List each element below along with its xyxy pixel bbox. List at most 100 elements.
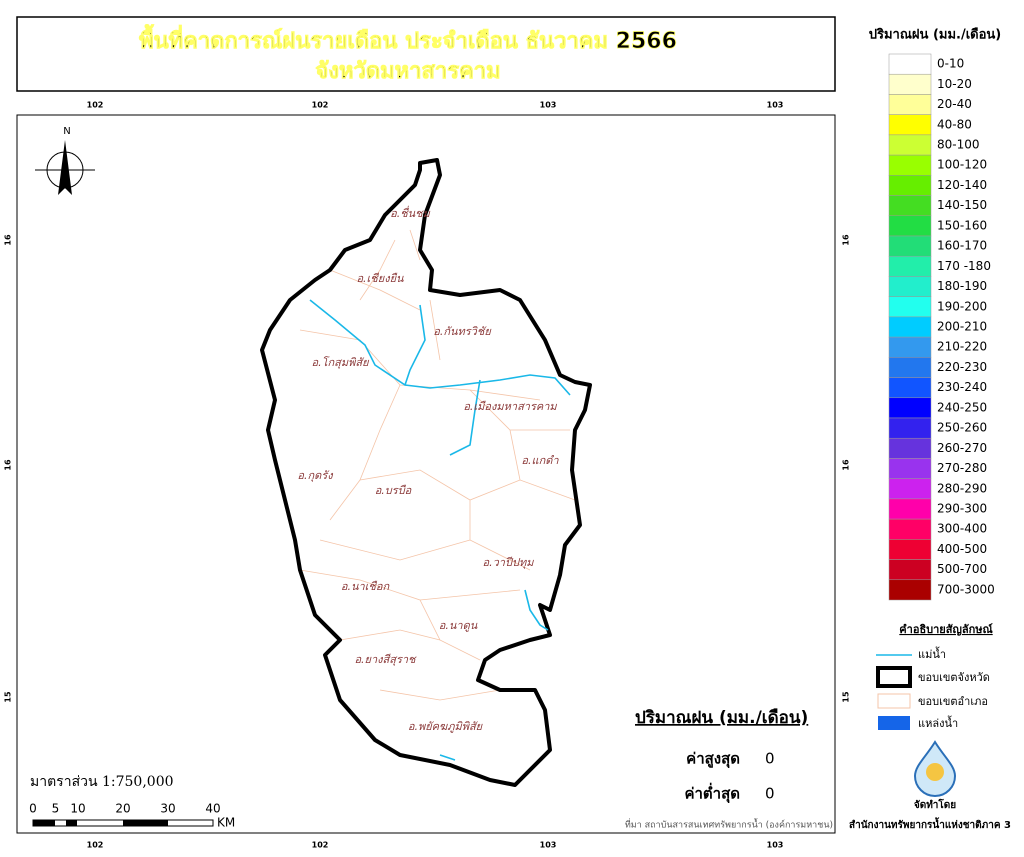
grid-label: 103: [767, 841, 784, 850]
scale-text: มาตราส่วน 1:750,000: [30, 774, 174, 790]
legend-swatch: [888, 539, 932, 560]
district-label: อ.กุดรัง: [297, 469, 334, 482]
legend-swatch: [888, 175, 932, 196]
grid-label: 16: [4, 459, 13, 471]
legend-label: 140-150: [937, 198, 987, 212]
legend-label: 700-3000: [937, 582, 995, 596]
stats-title: ปริมาณฝน (มม./เดือน): [635, 707, 808, 728]
legend-swatch: [888, 215, 932, 237]
district-label: อ.เชียงยืน: [356, 272, 404, 285]
legend-swatch: [888, 94, 932, 115]
legend-label: 190-200: [937, 299, 987, 313]
river-label: แม่น้ำ: [918, 646, 946, 661]
legend-swatch: [888, 397, 932, 419]
north-arrow: N: [35, 126, 95, 195]
grid-label: 102: [87, 841, 104, 850]
legend-swatch: [888, 114, 932, 136]
legend-label: 280-290: [937, 481, 987, 495]
symbol-legend-title: คำอธิบายสัญลักษณ์: [899, 623, 993, 636]
legend-label: 120-140: [937, 178, 987, 192]
district-label: อ.วาปีปทุม: [483, 556, 535, 569]
rain-legend: 0-10 10-20 20-40 40-80 80-100 100-120 120-140 1…: [888, 53, 995, 601]
legend-swatch: [888, 478, 932, 500]
legend-swatch: [888, 53, 932, 75]
legend-label: 170 -180: [937, 259, 991, 273]
legend-label: 150-160: [937, 218, 987, 232]
grid-label: 15: [842, 691, 851, 703]
legend-label: 220-230: [937, 360, 987, 374]
legend-swatch: [888, 377, 932, 399]
title-box: [16, 16, 836, 92]
legend-swatch: [888, 73, 932, 95]
legend-swatch: [888, 458, 932, 479]
legend-swatch: [888, 498, 932, 520]
min-value: 0: [765, 785, 775, 803]
legend-swatch: [888, 357, 932, 378]
grid-label: 102: [312, 841, 329, 850]
district-label: อ.นาเชือก: [341, 580, 391, 593]
legend-swatch: [888, 276, 932, 297]
scale-unit: KM: [217, 816, 235, 830]
legend-swatch: [888, 579, 932, 601]
source: ที่มา สถาบันสารสนเทศทรัพยากรน้ำ (องค์การ…: [625, 818, 833, 831]
north-label: N: [63, 126, 70, 137]
legend-swatch: [888, 154, 932, 176]
legend-label: 200-210: [937, 320, 987, 334]
legend-label: 20-40: [937, 97, 972, 111]
legend-swatch: [888, 417, 932, 439]
min-label: ค่าต่ำสุด: [684, 783, 740, 804]
legend-swatch: [888, 316, 932, 338]
legend-title: ปริมาณฝน (มม./เดือน): [869, 27, 1001, 43]
grid-label: 103: [540, 101, 557, 110]
legend-swatch: [888, 559, 932, 581]
district-label: อ.ยางสีสุราช: [354, 653, 417, 666]
water-label: แหล่งน้ำ: [918, 715, 958, 730]
scale-tick-label: 0: [29, 802, 37, 816]
scale-tick-label: 5: [52, 802, 60, 816]
district-label: อ.โกสุมพิสัย: [311, 356, 370, 369]
district-symbol: [877, 693, 911, 709]
legend-label: 210-220: [937, 340, 987, 354]
grid-label: 16: [842, 459, 851, 471]
district-label: อ.นาดูน: [439, 619, 478, 632]
district-label: อ.แกดำ: [521, 454, 559, 467]
legend-label: 10-20: [937, 77, 972, 91]
legend-swatch: [888, 195, 932, 217]
district-label: อ.เมืองมหาสารคาม: [463, 400, 557, 413]
province-symbol: [876, 666, 912, 688]
logo: [913, 740, 957, 797]
legend-label: 240-250: [937, 400, 987, 414]
legend-label: 250-260: [937, 421, 987, 435]
grid-label: 103: [767, 101, 784, 110]
grid-label: 15: [4, 691, 13, 703]
scale-tick-label: 30: [160, 802, 175, 816]
legend-label: 290-300: [937, 502, 987, 516]
scale-tick-label: 40: [205, 802, 220, 816]
legend-swatch: [888, 336, 932, 358]
max-value: 0: [765, 750, 775, 768]
title-line2: จังหวัดมหาสารคาม: [315, 59, 500, 84]
province-label: ขอบเขตจังหวัด: [918, 671, 990, 684]
legend-label: 230-240: [937, 380, 987, 394]
scale-tick-label: 10: [70, 802, 85, 816]
grid-label: 102: [312, 101, 329, 110]
rivers: [309, 299, 571, 761]
legend-swatch: [888, 235, 932, 257]
scale-bar: [32, 819, 214, 827]
district-label: ขอบเขตอำเภอ: [918, 695, 988, 708]
district-label: อ.ชื่นชม: [390, 205, 431, 220]
water-symbol: [878, 716, 910, 730]
legend-swatch: [888, 134, 932, 156]
legend-swatch: [888, 518, 932, 540]
legend-label: 300-400: [937, 522, 987, 536]
legend-label: 260-270: [937, 441, 987, 455]
grid-label: 16: [842, 234, 851, 246]
legend-label: 500-700: [937, 562, 987, 576]
grid-label: 16: [4, 234, 13, 246]
credit-label: จัดทำโดย: [914, 798, 956, 811]
legend-swatch: [888, 437, 932, 459]
legend-label: 80-100: [937, 138, 980, 152]
max-label: ค่าสูงสุด: [686, 750, 740, 769]
grid-label: 102: [87, 101, 104, 110]
